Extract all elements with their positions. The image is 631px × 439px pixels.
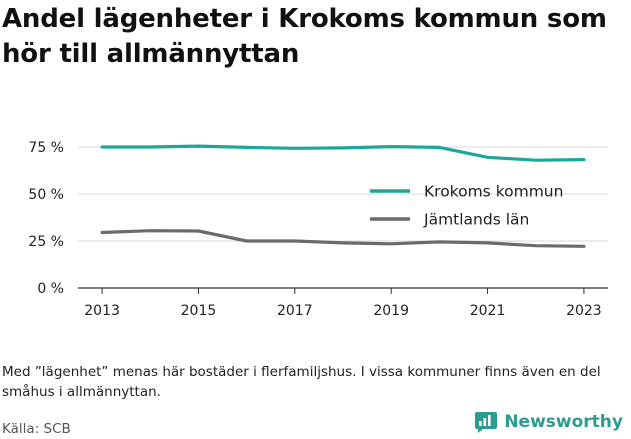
series-lines	[100, 144, 586, 248]
x-tick-label: 2013	[84, 303, 120, 319]
legend-label: Jämtlands län	[423, 211, 529, 229]
y-tick-label: 0 %	[37, 281, 64, 297]
y-tick-label: 25 %	[28, 234, 64, 250]
chart-note: Med ”lägenhet” menas här bostäder i fler…	[2, 364, 601, 400]
x-tick-label: 2015	[181, 303, 217, 319]
x-tick-label: 2023	[566, 303, 602, 319]
newsworthy-logo[interactable]: Newsworthy	[474, 410, 623, 434]
line-chart: 0 % 25 % 50 % 75 % 2013 2015 2017 2019 2021 2023…	[28, 140, 608, 319]
legend-label: Krokoms kommun	[424, 183, 563, 201]
y-tick-label: 50 %	[28, 187, 64, 203]
brand-name: Newsworthy	[504, 412, 623, 432]
x-tick-label: 2017	[277, 303, 313, 319]
x-tick-label: 2019	[373, 303, 409, 319]
x-tick-label: 2021	[470, 303, 506, 319]
series-line	[100, 229, 586, 248]
legend: Krokoms kommun Jämtlands län	[370, 183, 563, 229]
chart-bubble-icon	[475, 412, 498, 433]
y-tick-label: 75 %	[28, 140, 64, 156]
chart-title: Andel lägenheter i Krokoms kommun som hö…	[2, 4, 607, 69]
series-line	[100, 144, 586, 162]
source-label: Källa: SCB	[2, 421, 71, 437]
y-axis-ticks: 0 % 25 % 50 % 75 %	[28, 140, 64, 297]
x-axis-ticks: 2013 2015 2017 2019 2021 2023	[84, 288, 602, 319]
